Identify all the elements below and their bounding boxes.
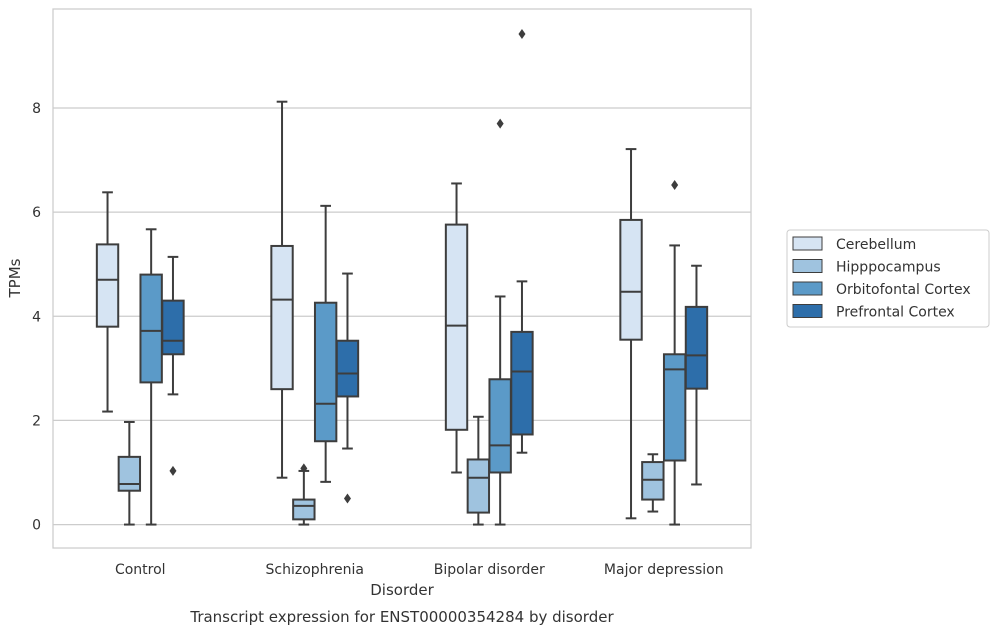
box-1-3 [335, 272, 360, 504]
x-tick-labels: Control Schizophrenia Bipolar disorder Majo… [115, 562, 724, 578]
y-axis-title: TPMs [6, 258, 24, 298]
box-iqr [95, 243, 120, 328]
box-iqr [641, 461, 665, 501]
legend-swatch [792, 259, 823, 273]
box-iqr [270, 244, 294, 391]
box-iqr [161, 299, 185, 356]
legend: Cerebellum Hipppocampus Orbitofontal Corte… [786, 229, 990, 328]
box-1-2 [313, 204, 338, 483]
outlier-point [169, 465, 177, 476]
box-2-2 [488, 118, 512, 526]
box-3-2 [662, 180, 687, 526]
box-2-3 [510, 28, 534, 454]
box-iqr [117, 455, 142, 492]
box-2-1 [466, 415, 491, 526]
legend-item-2: Orbitofontal Cortex [792, 281, 971, 298]
box-3-0 [619, 148, 643, 520]
box-3-1 [641, 453, 665, 513]
box-iqr [488, 378, 512, 474]
box-iqr [313, 301, 338, 443]
y-tick-label-8: 8 [32, 101, 41, 117]
legend-label: Hipppocampus [836, 260, 941, 276]
y-tick-label-0: 0 [32, 518, 41, 534]
plot-frame [52, 8, 752, 549]
chart-caption: Transcript expression for ENST0000035428… [189, 608, 614, 626]
x-tick-label-1: Schizophrenia [266, 562, 364, 578]
legend-frame [786, 229, 990, 328]
outlier-point [300, 463, 308, 474]
legend-swatch [792, 304, 823, 318]
box-0-0 [95, 191, 120, 413]
outlier-point [518, 28, 526, 39]
box-1-1 [292, 463, 316, 526]
x-tick-label-2: Bipolar disorder [434, 562, 545, 578]
legend-item-3: Prefrontal Cortex [792, 304, 955, 321]
box-0-2 [139, 228, 163, 526]
box-iqr [335, 339, 360, 398]
outlier-point [671, 180, 679, 191]
y-tick-label-2: 2 [32, 413, 41, 429]
legend-swatch [792, 281, 823, 296]
legend-swatch [792, 236, 823, 251]
outlier-point [496, 118, 504, 129]
box-iqr [684, 305, 709, 390]
boxes [95, 28, 709, 526]
y-tick-labels: 0 2 4 6 8 [32, 101, 41, 534]
legend-label: Prefrontal Cortex [836, 305, 955, 321]
box-iqr [466, 458, 491, 514]
box-iqr [139, 273, 163, 384]
legend-item-1: Hipppocampus [792, 259, 941, 276]
box-2-0 [444, 182, 469, 474]
box-0-1 [117, 420, 142, 526]
box-iqr [510, 330, 534, 436]
box-iqr [444, 223, 469, 431]
legend-items: Cerebellum Hipppocampus Orbitofontal Corte… [792, 236, 971, 321]
y-tick-label-6: 6 [32, 205, 41, 221]
legend-label: Orbitofontal Cortex [836, 282, 971, 298]
box-iqr [619, 218, 643, 341]
legend-label: Cerebellum [836, 237, 916, 253]
box-1-0 [270, 100, 294, 479]
x-tick-label-3: Major depression [604, 562, 724, 578]
x-axis-title: Disorder [370, 581, 434, 599]
y-tick-label-4: 4 [32, 309, 41, 325]
box-iqr [662, 353, 687, 462]
box-iqr [292, 498, 316, 521]
box-3-3 [684, 264, 709, 486]
x-tick-label-0: Control [115, 562, 166, 578]
outlier-point [343, 493, 351, 504]
box-0-3 [161, 255, 185, 476]
legend-item-0: Cerebellum [792, 236, 916, 253]
